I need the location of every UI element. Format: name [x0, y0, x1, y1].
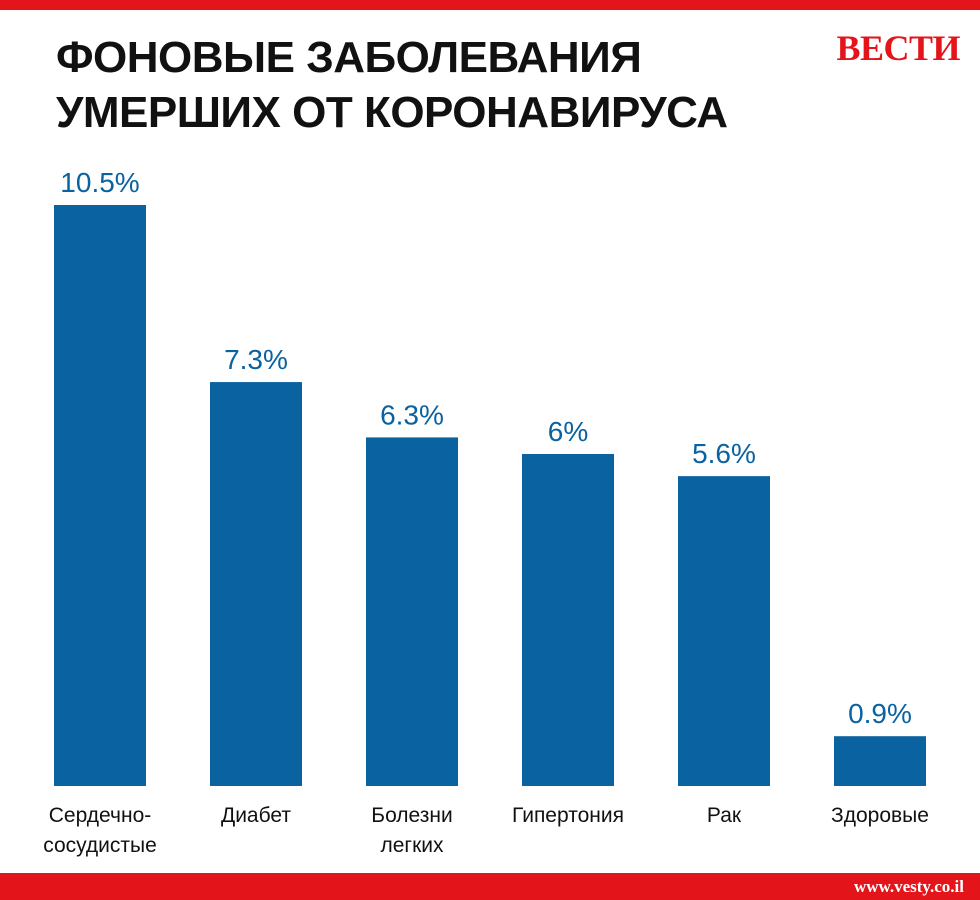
value-label-4: 6% [548, 416, 588, 447]
value-label-1: 10.5% [60, 167, 139, 198]
category-label-1: Сердечно-сосудистые [43, 804, 157, 857]
category-label-2: Диабет [221, 804, 291, 827]
category-label-5-line-1: Рак [707, 804, 742, 827]
value-label-3: 6.3% [380, 399, 444, 430]
bar-6 [834, 736, 926, 786]
bar-2 [210, 382, 302, 786]
bar-1 [54, 205, 146, 786]
top-accent-bar [0, 0, 980, 10]
bar-chart: 10.5% Сердечно-сосудистые 7.3% Диабет 6.3% Бо… [43, 167, 929, 857]
category-label-1-line-1: Сердечно- [49, 804, 152, 827]
category-label-2-line-1: Диабет [221, 804, 291, 827]
value-label-6: 0.9% [848, 698, 912, 729]
chart-title-line-1: ФОНОВЫЕ ЗАБОЛЕВАНИЯ [56, 33, 642, 82]
category-label-1-line-2: сосудистые [43, 834, 157, 857]
category-label-6-line-1: Здоровые [831, 804, 929, 827]
category-label-4-line-1: Гипертония [512, 804, 624, 827]
bottom-accent-bar: www.vesty.co.il [0, 873, 980, 900]
category-label-3: Болезни легких [371, 804, 452, 857]
category-label-3-line-1: Болезни [371, 804, 452, 827]
value-label-2: 7.3% [224, 344, 288, 375]
bar-4 [522, 454, 614, 786]
category-label-6: Здоровые [831, 804, 929, 827]
value-label-5: 5.6% [692, 438, 756, 469]
vesti-logo: ВЕСТИ [836, 28, 960, 68]
category-label-3-line-2: легких [380, 834, 444, 857]
footer-url: www.vesty.co.il [853, 877, 964, 896]
chart-title: ФОНОВЫЕ ЗАБОЛЕВАНИЯ УМЕРШИХ ОТ КОРОНАВИР… [56, 30, 728, 140]
category-label-4: Гипертония [512, 804, 624, 827]
bar-3 [366, 437, 458, 786]
bar-5 [678, 476, 770, 786]
category-label-5: Рак [707, 804, 742, 827]
chart-title-line-2: УМЕРШИХ ОТ КОРОНАВИРУСА [56, 88, 728, 137]
